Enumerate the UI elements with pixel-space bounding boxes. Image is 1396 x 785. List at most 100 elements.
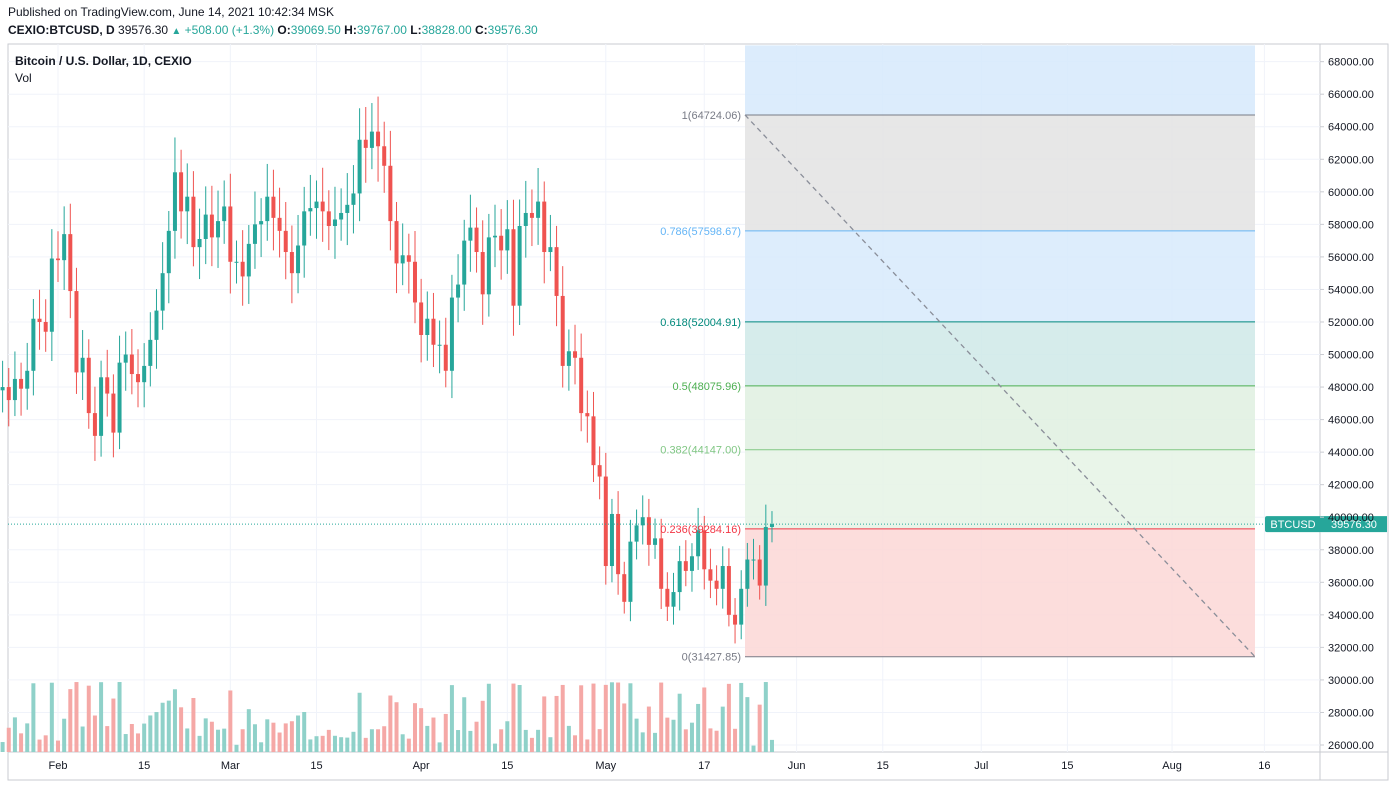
candle-body [240, 261, 245, 277]
time-tick-label: May [595, 760, 616, 772]
volume-bar [228, 690, 233, 752]
volume-bar [339, 737, 344, 752]
volume-bar [634, 718, 639, 752]
volume-bar [597, 729, 602, 752]
price-tag-label: 39576.30 [1331, 519, 1377, 531]
price-tick-label: 66000.00 [1328, 89, 1374, 101]
candle-body [554, 247, 559, 296]
candle-body [640, 517, 645, 526]
candle-body [579, 357, 584, 414]
up-triangle-icon: ▲ [171, 26, 182, 37]
volume-bar [720, 706, 725, 752]
volume-bar [320, 735, 325, 752]
candle-body [234, 261, 239, 263]
symbol-tag-label: BTCUSD [1270, 519, 1315, 531]
volume-bar [203, 718, 208, 752]
volume-bar [696, 703, 701, 752]
volume-bar [640, 732, 645, 752]
candle-body [265, 196, 270, 222]
fib-level-label: 0.5(48075.96) [673, 381, 742, 393]
fib-level-label: 0(31427.85) [682, 652, 741, 664]
volume-bar [560, 684, 565, 752]
volume-bar [68, 689, 73, 752]
candle-body [609, 513, 614, 567]
candle-body [412, 261, 417, 303]
volume-bar [499, 729, 504, 752]
volume-bar [536, 729, 541, 752]
volume-bar [400, 734, 405, 752]
volume-bar [677, 693, 682, 752]
candle-body [148, 339, 153, 366]
candle-body [529, 212, 534, 218]
candle-body [696, 530, 701, 557]
candle-body [320, 201, 325, 212]
candle-body [757, 559, 762, 586]
candle-body [86, 357, 91, 414]
price-tick-label: 52000.00 [1328, 317, 1374, 329]
price-tick-label: 56000.00 [1328, 252, 1374, 264]
volume-bar [412, 703, 417, 752]
volume-bar [739, 682, 744, 752]
candle-body [382, 146, 387, 166]
published-line: Published on TradingView.com, June 14, 2… [8, 5, 334, 19]
candle-body [726, 566, 731, 615]
candle-body [203, 214, 208, 240]
volume-bar [529, 737, 534, 752]
volume-bar [332, 735, 337, 752]
candle-body [0, 387, 5, 391]
candle-body [62, 234, 67, 261]
volume-bar [763, 682, 768, 752]
time-tick-label: 15 [310, 760, 322, 772]
candle-body [566, 351, 571, 366]
candle-body [99, 377, 104, 436]
volume-bar [757, 704, 762, 752]
volume-bar [745, 697, 750, 752]
volume-bar [646, 706, 651, 752]
candle-body [43, 321, 48, 332]
time-tick-label: 15 [138, 760, 150, 772]
volume-bar [566, 725, 571, 752]
open-value: 39069.50 [290, 23, 341, 37]
candle-body [622, 574, 627, 602]
candle-body [573, 351, 578, 358]
candle-body [671, 592, 676, 607]
candle-body [480, 252, 485, 295]
volume-bar [751, 745, 756, 752]
volume-bar [19, 733, 24, 752]
high-label: H: [344, 23, 357, 37]
candle-body [603, 476, 608, 567]
candle-body [302, 211, 307, 246]
candle-body [12, 378, 17, 401]
fib-band [745, 528, 1255, 657]
volume-bar [480, 700, 485, 752]
candle-body [308, 208, 313, 212]
volume-bar [43, 735, 48, 752]
candle-body [634, 525, 639, 542]
volume-bar [419, 708, 424, 752]
volume-bar [142, 723, 147, 752]
candle-body [289, 252, 294, 274]
price-change: +508.00 (+1.3%) [184, 23, 275, 37]
candle-body [646, 517, 651, 545]
volume-bar [56, 740, 60, 752]
time-tick-label: Feb [49, 760, 68, 772]
candle-body [179, 172, 184, 212]
candle-body [665, 588, 670, 607]
candle-body [31, 318, 36, 371]
candle-body [443, 344, 448, 371]
candle-body [499, 235, 504, 251]
volume-bar [505, 721, 510, 752]
candle-body [136, 374, 141, 383]
candle-body [474, 227, 479, 253]
low-value: 38828.00 [421, 23, 472, 37]
volume-bar [12, 717, 17, 752]
volume-bar [689, 722, 694, 752]
volume-bar [726, 683, 731, 752]
volume-bar [111, 698, 116, 752]
fib-band [745, 114, 1255, 231]
volume-bar [326, 729, 331, 752]
volume-bar [31, 683, 36, 752]
symbol-tag [1265, 516, 1322, 533]
volume-bar [394, 702, 399, 752]
